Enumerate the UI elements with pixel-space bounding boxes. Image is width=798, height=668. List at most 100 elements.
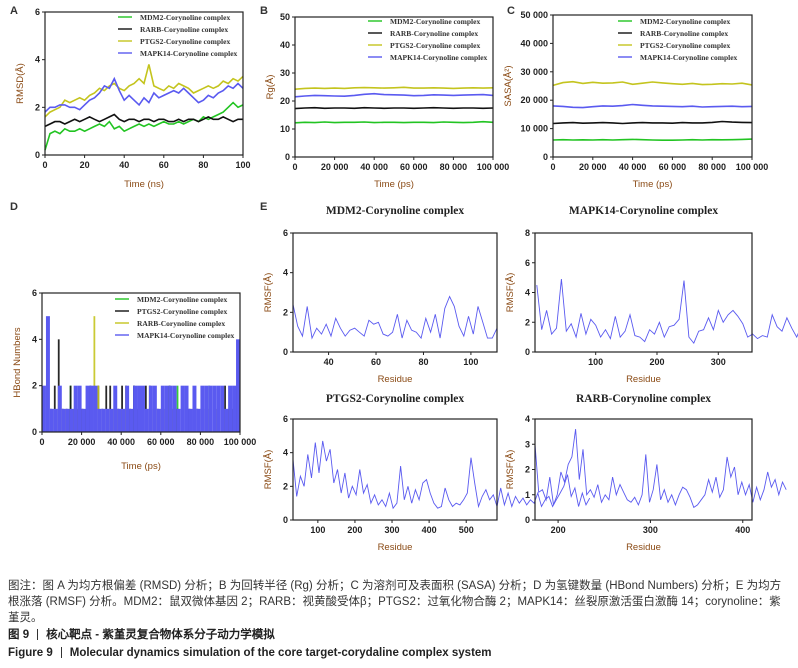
hbond-bar [232,385,237,432]
y-tick-label: 0 [525,347,530,357]
y-tick-label: 50 [280,12,290,22]
legend-entry: PTGS2-Corynoline complex [140,37,230,46]
plot-frame [294,16,494,158]
series-line-rarb [552,120,753,125]
legend-entry: RARB-Corynoline complex [137,319,225,328]
x-tick-label: 400 [735,525,750,535]
legend-entry: RARB-Corynoline complex [390,29,478,38]
series-line-ptgs2 [552,80,753,87]
x-tick-label: 20 000 [321,162,349,172]
x-tick-label: 400 [422,525,437,535]
x-tick-label: 60 000 [659,162,687,172]
hbond-bar [184,385,189,432]
hbond-bar [93,385,98,432]
hbond-bar [168,385,173,432]
y-tick-label: 2 [283,307,288,317]
y-tick-label: 3 [525,439,530,449]
hbond-bar [113,385,118,432]
hbond-bar [69,408,74,432]
chart-legend: MDM2-Corynoline complex RARB-Corynoline c… [368,17,488,62]
x-axis-label: Residue [626,374,661,385]
y-tick-label: 6 [283,414,288,424]
y-axis-label: Rg(Å) [265,75,276,100]
x-tick-label: 0 [292,162,297,172]
y-tick-label: 6 [283,228,288,238]
y-tick-label: 10 000 [520,124,548,134]
y-tick-label: 4 [35,55,40,65]
plot-area [536,279,798,344]
chart-legend: MDM2-Corynoline complex RARB-Corynoline c… [618,17,738,62]
hbond-bar [89,385,94,432]
hbond-bar [141,385,145,432]
y-tick-label: 2 [525,317,530,327]
x-tick-label: 40 [119,160,129,170]
series-line-ptgs2 [44,64,244,118]
figure-number-cn: 图 9 [8,629,30,641]
hbond-bar [81,408,86,432]
x-tick-label: 40 000 [619,162,647,172]
caption-divider [37,629,39,641]
hbond-bar [224,385,226,432]
hbond-bar [42,385,46,432]
series-line-ptgs2 [292,440,591,510]
figure-caption-note: 图注：图 A 为均方根偏差 (RMSD) 分析；B 为回转半径 (Rg) 分析；… [8,580,782,624]
hbond-bar [133,385,138,432]
hbond-bar [212,385,217,432]
plot-area [44,64,244,151]
hbond-bar [156,408,161,432]
hbond-bar [93,316,96,432]
series-mapk14 [42,316,240,432]
series-line-mapk14 [552,103,753,109]
chart-title: MDM2-Corynoline complex [326,205,465,217]
y-tick-label: 4 [283,268,288,278]
x-tick-label: 100 000 [736,162,769,172]
y-tick-label: 4 [525,414,530,424]
chart-panel-E1: E MDM2-Corynoline complex 40 60 80 100 0 2 4 6 Res… [260,201,498,385]
chart-title: PTGS2-Corynoline complex [326,393,465,405]
y-tick-label: 6 [35,7,40,17]
x-tick-label: 80 000 [440,162,468,172]
x-tick-label: 40 [324,357,334,367]
hbond-bar [85,385,90,432]
x-tick-label: 80 000 [187,437,215,447]
hbond-bar [228,385,233,432]
x-tick-label: 20 000 [579,162,607,172]
hbond-bar [160,385,165,432]
series-line-mapk14 [294,92,494,98]
y-tick-label: 2 [525,465,530,475]
y-tick-label: 0 [543,152,548,162]
y-axis-label: RMSF(Å) [263,273,274,313]
y-tick-label: 4 [32,334,37,344]
x-tick-label: 60 [371,357,381,367]
hbond-bar [176,408,181,432]
figure-title-cn: 核心靶点 - 紫堇灵复合物体系分子动力学模拟 [46,629,275,641]
y-axis-label: SASA(Å²) [503,65,514,106]
x-tick-label: 60 [159,160,169,170]
legend-entry: PTGS2-Corynoline complex [137,307,227,316]
legend-entry: MAPK14-Corynoline complex [140,49,238,58]
hbond-bar [73,385,78,432]
x-tick-label: 100 [235,160,250,170]
plot-frame [44,11,244,156]
x-tick-label: 100 000 [477,162,510,172]
x-axis-label: Time (ps) [121,461,161,472]
plot-frame [41,292,241,433]
hbond-bar [137,385,141,432]
legend-entry: MDM2-Corynoline complex [140,13,230,22]
x-axis-label: Time (ns) [124,179,164,190]
x-tick-label: 0 [39,437,44,447]
series-line-ptgs2 [294,86,494,90]
hbond-bar [61,408,66,432]
x-tick-label: 300 [643,525,658,535]
series-line-mapk14 [44,76,244,113]
x-axis-label: Residue [378,542,413,553]
x-tick-label: 100 [463,357,478,367]
series-line-mdm2 [44,101,244,151]
x-tick-label: 100 [310,525,325,535]
caption-divider [60,647,62,659]
y-tick-label: 1 [525,490,530,500]
legend-entry: PTGS2-Corynoline complex [640,41,730,50]
hbond-bar [97,408,102,432]
x-axis-label: Time (ps) [374,179,414,190]
hbond-bar [204,385,209,432]
